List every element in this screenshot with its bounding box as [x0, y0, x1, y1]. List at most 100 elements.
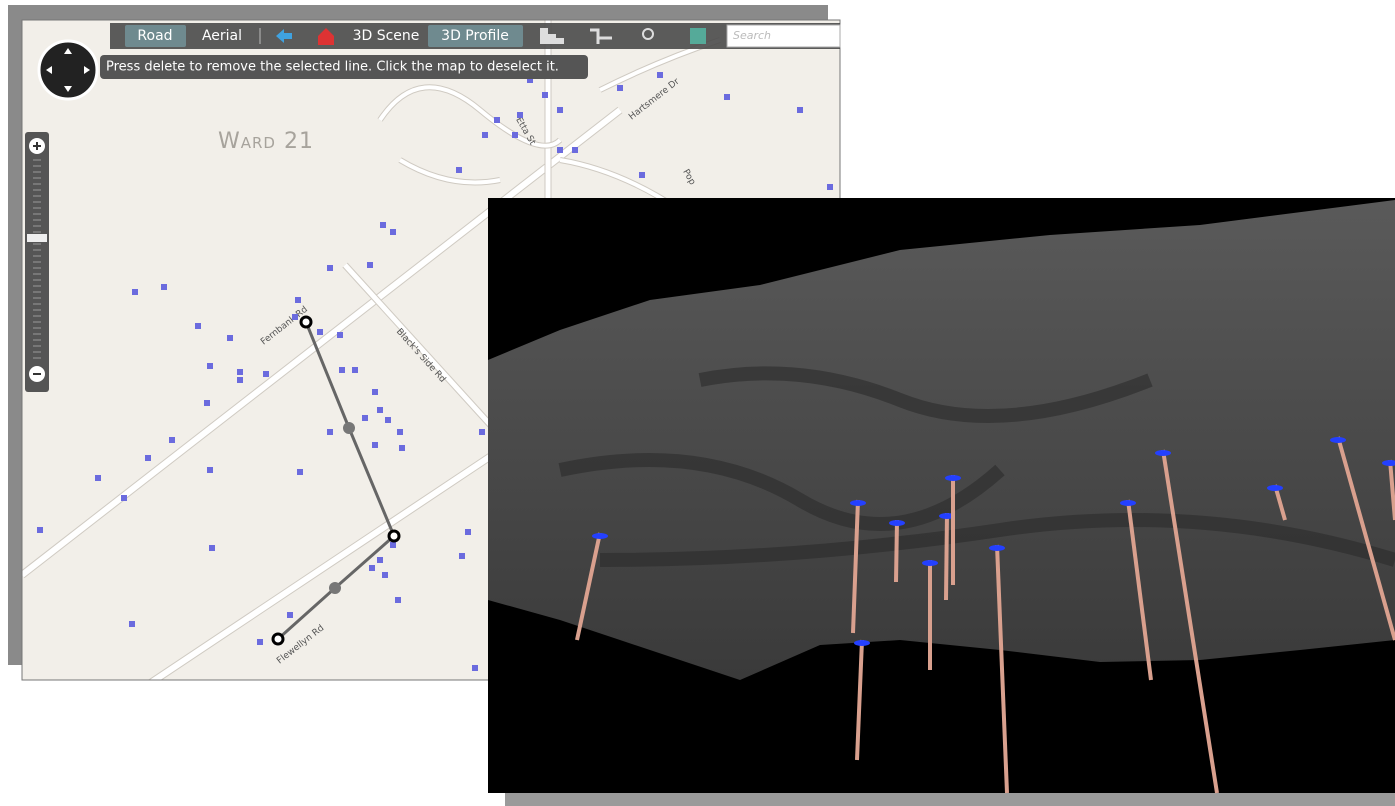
point: [292, 314, 298, 320]
point: [95, 475, 101, 481]
point: [456, 167, 462, 173]
point: [327, 265, 333, 271]
point: [459, 553, 465, 559]
point: [207, 363, 213, 369]
point: [204, 400, 210, 406]
measure-tool[interactable]: [590, 28, 612, 44]
point: [169, 437, 175, 443]
3d-profile-button-bg[interactable]: [428, 25, 523, 47]
3d-profile-button[interactable]: 3D Profile: [441, 28, 509, 44]
point: [297, 469, 303, 475]
point: [237, 369, 243, 375]
point: [317, 329, 323, 335]
terrain-shading: [558, 366, 1395, 567]
well: [1388, 459, 1395, 521]
point: [557, 107, 563, 113]
point: [207, 467, 213, 473]
point: [287, 612, 293, 618]
pan-control[interactable]: [37, 39, 99, 101]
well: [944, 512, 949, 601]
tooltip: Press delete to remove the selected line…: [106, 60, 559, 75]
point: [639, 172, 645, 178]
search-placeholder[interactable]: Search: [733, 29, 771, 42]
well-marker: [1267, 485, 1283, 491]
point: [161, 284, 167, 290]
point: [377, 407, 383, 413]
point: [542, 92, 548, 98]
point: [209, 545, 215, 551]
well: [575, 532, 602, 641]
search-tool[interactable]: [642, 28, 654, 40]
point: [380, 222, 386, 228]
well-marker: [850, 500, 866, 506]
point: [295, 297, 301, 303]
point: [572, 147, 578, 153]
well-marker: [1155, 450, 1171, 456]
point: [337, 332, 343, 338]
well: [855, 639, 864, 761]
wells: [575, 436, 1395, 794]
point: [327, 429, 333, 435]
layers-tool[interactable]: [690, 28, 706, 44]
road-button[interactable]: Road: [137, 28, 172, 44]
point: [367, 262, 373, 268]
point: [482, 132, 488, 138]
point: [472, 665, 478, 671]
point: [369, 565, 375, 571]
point: [557, 147, 563, 153]
point: [352, 367, 358, 373]
point: [465, 529, 471, 535]
point: [372, 389, 378, 395]
point: [372, 442, 378, 448]
point: [827, 184, 833, 190]
aerial-button[interactable]: Aerial: [202, 28, 242, 44]
point: [227, 335, 233, 341]
point: [257, 639, 263, 645]
profile-tool[interactable]: [540, 28, 564, 44]
point: [37, 527, 43, 533]
well: [995, 544, 1009, 794]
3d-scene-button[interactable]: 3D Scene: [353, 28, 420, 44]
well-marker: [922, 560, 938, 566]
well: [894, 519, 899, 583]
point: [385, 417, 391, 423]
home-button[interactable]: [318, 28, 334, 45]
point: [517, 112, 523, 118]
point: [362, 415, 368, 421]
point: [657, 72, 663, 78]
well: [851, 499, 860, 634]
well: [1126, 499, 1153, 681]
point: [121, 495, 127, 501]
well-marker: [945, 475, 961, 481]
point: [390, 229, 396, 235]
tooltip-bg: [100, 55, 588, 79]
back-button[interactable]: [276, 29, 292, 43]
zoom-thumb[interactable]: [27, 234, 47, 242]
point: [145, 455, 151, 461]
well-marker: [592, 533, 608, 539]
point: [237, 377, 243, 383]
point: [195, 323, 201, 329]
point: [397, 429, 403, 435]
road-button-bg[interactable]: [125, 25, 186, 47]
well-marker: [854, 640, 870, 646]
point: [132, 289, 138, 295]
selected-line[interactable]: [271, 315, 401, 646]
well: [1161, 449, 1219, 794]
point: [395, 597, 401, 603]
well: [1336, 436, 1395, 641]
well-marker: [1382, 460, 1395, 466]
well-marker: [989, 545, 1005, 551]
point: [512, 132, 518, 138]
well-marker: [1330, 437, 1346, 443]
well-marker: [1120, 500, 1136, 506]
point: [399, 445, 405, 451]
point: [527, 77, 533, 83]
point: [263, 371, 269, 377]
point: [494, 117, 500, 123]
search-box[interactable]: [726, 24, 841, 48]
point: [382, 572, 388, 578]
point: [390, 542, 396, 548]
